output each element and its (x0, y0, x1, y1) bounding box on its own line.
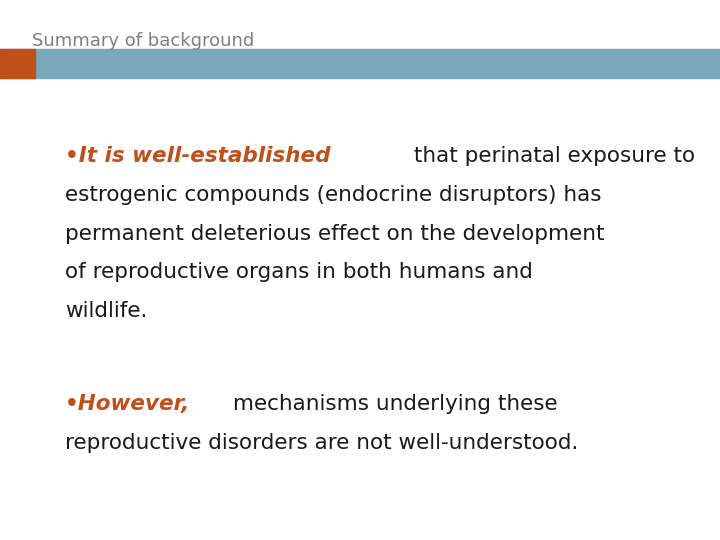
Text: of reproductive organs in both humans and: of reproductive organs in both humans an… (65, 262, 533, 282)
Text: estrogenic compounds (endocrine disruptors) has: estrogenic compounds (endocrine disrupto… (65, 185, 601, 205)
Text: •However,: •However, (65, 394, 190, 414)
Text: wildlife.: wildlife. (65, 301, 147, 321)
Text: that perinatal exposure to: that perinatal exposure to (408, 146, 696, 166)
FancyBboxPatch shape (0, 49, 720, 78)
Text: permanent deleterious effect on the development: permanent deleterious effect on the deve… (65, 224, 604, 244)
Text: Summary of background: Summary of background (32, 31, 255, 50)
Text: •It is well-established: •It is well-established (65, 146, 330, 166)
Text: reproductive disorders are not well-understood.: reproductive disorders are not well-unde… (65, 433, 578, 453)
FancyBboxPatch shape (0, 49, 35, 78)
Text: mechanisms underlying these: mechanisms underlying these (226, 394, 558, 414)
